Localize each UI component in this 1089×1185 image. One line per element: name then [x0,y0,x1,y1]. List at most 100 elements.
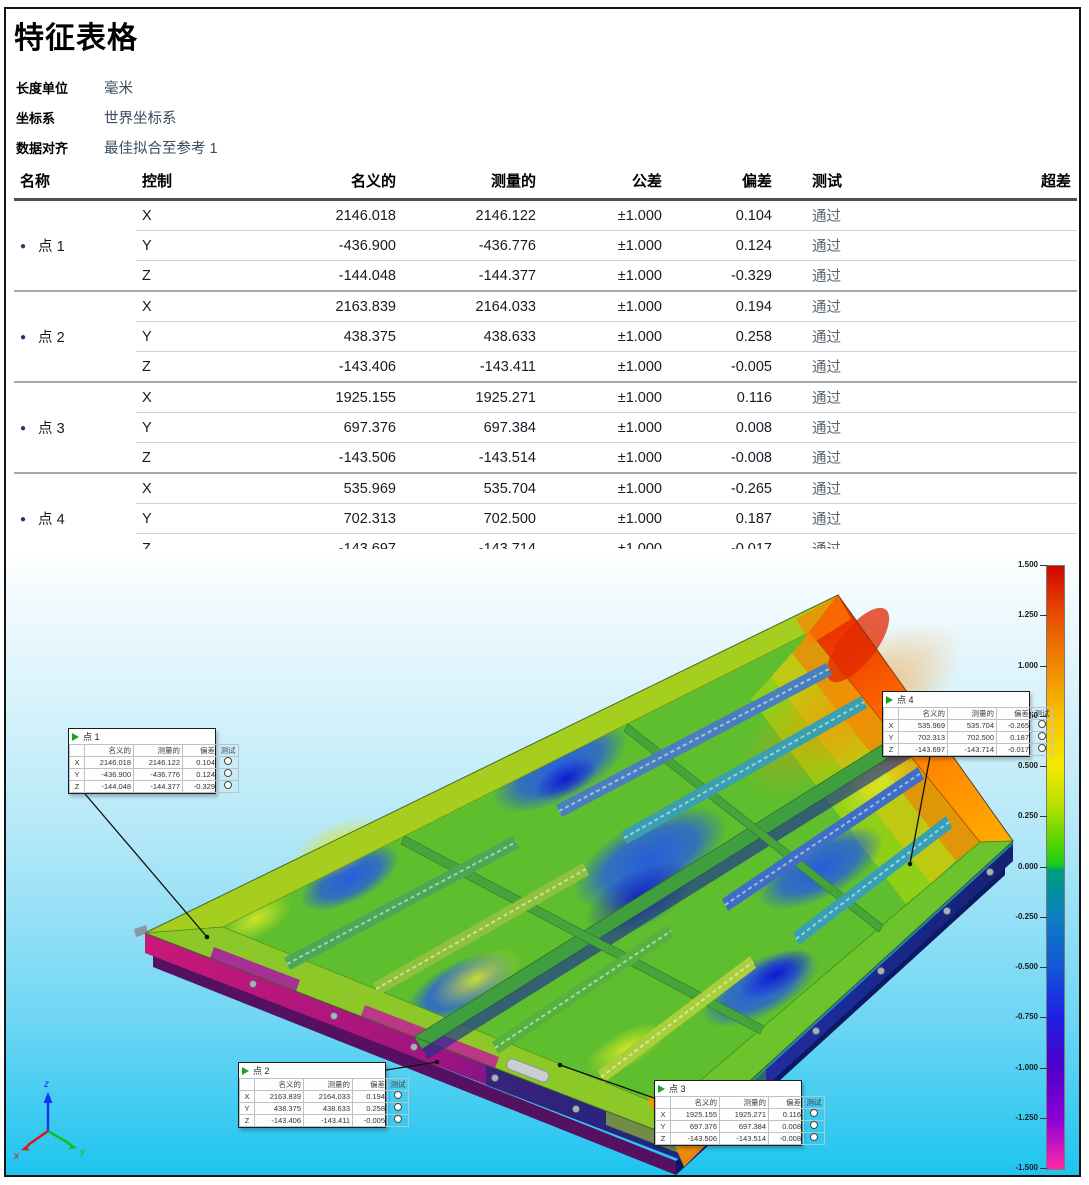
callout-data-row: X 1925.155 1925.271 0.116 [655,1108,825,1121]
nominal-cell: 438.375 [266,321,402,352]
callout-measured-cell: 1925.271 [719,1108,769,1121]
callout-test-cell [803,1120,825,1133]
feature-name: 点 1 [38,239,65,255]
outtol-cell [913,472,1077,504]
callout-data-row: Z -144.048 -144.377 -0.329 [69,780,239,793]
callout-col-header: 测试 [217,744,239,757]
feature-bullet-icon: ● [20,241,27,252]
outtol-cell [913,260,1077,291]
colorbar-tick-label: -1.000 [1015,1062,1038,1072]
callout-feature-name: 点 3 [669,1084,686,1094]
callout-col-header: 测量的 [947,707,997,720]
callout-measured-cell: 2146.122 [133,756,183,769]
callout-test-cell [217,780,239,793]
feature-group-row: ● 点 3 X 1925.155 1925.271 ±1.000 0.116 通过 [14,381,1077,473]
pass-circle-icon [224,781,232,789]
callout-deviation-cell: 0.116 [768,1108,804,1121]
test-cell: 通过 [778,412,913,443]
callout-col-header: 名义的 [670,1096,720,1109]
measured-cell: 2164.033 [402,290,542,322]
callout-deviation-cell: -0.017 [996,743,1032,756]
callout-col-header: 测量的 [719,1096,769,1109]
callout-nominal-cell: 535.969 [898,719,948,732]
callout-deviation-cell: -0.008 [768,1132,804,1145]
metadata-row: 长度单位 毫米 [16,77,218,98]
callout-deviation-cell: -0.005 [352,1114,388,1127]
callout-deviation-cell: -0.329 [182,780,218,793]
feature-group-row: ● 点 2 X 2163.839 2164.033 ±1.000 0.194 通过 [14,290,1077,382]
callout-test-cell [387,1090,409,1103]
colorbar-tick-mark [1040,766,1047,767]
nominal-cell: 2146.018 [335,207,396,224]
colorbar-tick-label: 0.000 [1017,861,1038,871]
test-cell: 通过 [778,351,913,382]
callout-col-header: 名义的 [898,707,948,720]
callout-corner-cell [239,1078,255,1091]
callout-data-row: Z -143.697 -143.714 -0.017 [883,743,1053,756]
control-cell: Y [136,230,266,261]
feature-sub-row: Z -144.048 -144.377 ±1.000 -0.329 通过 [14,260,1077,291]
callout-header-row: 名义的 测量的 偏差 测试 [655,1096,825,1109]
callout-box-4: 点 4 名义的 测量的 偏差 测试 X 535.969 535.704 -0.265 Y 702.3… [882,691,1053,757]
callout-measured-cell: -144.377 [133,780,183,793]
pass-circle-icon [1038,744,1046,752]
tolerance-cell: ±1.000 [542,412,668,443]
feature-group-row: ● 点 4 X 535.969 535.704 ±1.000 -0.265 通过 [14,472,1077,564]
colorbar-tick-label: 1.000 [1017,660,1038,670]
feature-bullet-icon: ● [20,514,27,525]
flag-icon [242,1066,249,1075]
measured-cell: 1925.271 [402,381,542,413]
outtol-cell [913,290,1077,322]
pass-circle-icon [394,1103,402,1111]
callout-measured-cell: 2164.033 [303,1090,353,1103]
colorbar-tick-label: -1.250 [1015,1112,1038,1122]
colorbar-tick-label: -0.750 [1015,1012,1038,1022]
callout-feature-name: 点 1 [83,732,100,742]
callout-test-cell [803,1132,825,1145]
callout-feature-name: 点 2 [253,1066,270,1076]
callout-header-row: 名义的 测量的 偏差 测试 [239,1078,409,1091]
callout-data-row: Z -143.406 -143.411 -0.005 [239,1114,409,1127]
callout-data-row: Y 697.376 697.384 0.008 [655,1120,825,1133]
outtol-cell [913,321,1077,352]
callout-box-2: 点 2 名义的 测量的 偏差 测试 X 2163.839 2164.033 0.194 Y 438.… [238,1062,409,1128]
callout-measured-cell: -143.411 [303,1114,353,1127]
callout-col-header: 偏差 [768,1096,804,1109]
callout-box-1: 点 1 名义的 测量的 偏差 测试 X 2146.018 2146.122 0.104 Y -436… [68,728,239,794]
nominal-cell: -143.406 [266,351,402,382]
callout-test-cell [803,1108,825,1121]
callout-test-cell [1031,743,1053,756]
callout-feature-name: 点 4 [897,695,914,705]
metadata-value: 最佳拟合至参考 1 [104,141,218,157]
feature-name: 点 3 [38,421,65,437]
callout-test-cell [1031,719,1053,732]
callout-col-header: 测量的 [303,1078,353,1091]
control-cell: X [142,207,152,224]
test-cell: 通过 [778,321,913,352]
colorbar-tick-mark [1040,816,1047,818]
column-header-4: 公差 [542,165,668,201]
feature-bullet-icon: ● [20,423,27,434]
control-cell: Y [136,321,266,352]
callout-deviation-cell: 0.008 [768,1120,804,1133]
callout-nominal-cell: -143.506 [670,1132,720,1145]
outtol-cell [913,200,1077,231]
callout-data-row: X 2146.018 2146.122 0.104 [69,756,239,769]
pass-circle-icon [1038,720,1046,728]
nominal-cell: 1925.155 [266,381,402,413]
feature-table: 名称 控制 名义的 测量的 公差 偏差 测试 超差 ● 点 1 X 2146.018 2146.122… [14,165,1077,565]
deviation-cell: 0.124 [668,230,778,261]
flag-icon [72,732,79,741]
callout-test-cell [387,1114,409,1127]
tolerance-cell: ±1.000 [617,207,662,224]
feature-table-header-row: 名称 控制 名义的 测量的 公差 偏差 测试 超差 [14,165,1077,201]
metadata-label: 数据对齐 [16,141,69,156]
feature-name: 点 2 [38,330,65,346]
outtol-cell [913,381,1077,413]
callout-deviation-cell: 0.104 [182,756,218,769]
callout-mini-table: 名义的 测量的 偏差 测试 X 2163.839 2164.033 0.194 Y 438.375… [239,1078,409,1127]
callout-deviation-cell: 0.124 [182,768,218,781]
pass-circle-icon [224,769,232,777]
deviation-cell: 0.116 [668,381,778,413]
3d-viewport: z x y 1.5001.2501.0000.7500.5000.2500.00… [6,549,1079,1175]
